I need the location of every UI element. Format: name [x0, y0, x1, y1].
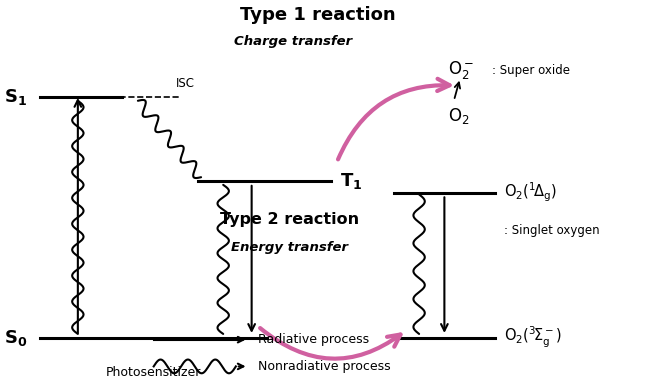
Text: $\mathrm{O_2}$: $\mathrm{O_2}$	[448, 106, 469, 126]
Text: Type 2 reaction: Type 2 reaction	[220, 212, 359, 227]
Text: Type 1 reaction: Type 1 reaction	[240, 6, 396, 24]
Text: Nonradiative process: Nonradiative process	[258, 360, 391, 373]
Text: $\mathrm{O_2(^1\!\Delta_g)}$: $\mathrm{O_2(^1\!\Delta_g)}$	[504, 181, 557, 204]
Text: Photosensitizer: Photosensitizer	[106, 366, 202, 378]
Text: : Super oxide: : Super oxide	[492, 64, 570, 77]
Text: Radiative process: Radiative process	[258, 333, 369, 346]
Text: $\mathrm{O_2^-}$: $\mathrm{O_2^-}$	[448, 59, 474, 81]
Text: $\mathbf{S_1}$: $\mathbf{S_1}$	[5, 87, 27, 107]
Text: ISC: ISC	[176, 77, 195, 90]
Text: : Singlet oxygen: : Singlet oxygen	[504, 224, 600, 237]
Text: $\mathbf{S_0}$: $\mathbf{S_0}$	[4, 328, 27, 348]
Text: $\mathbf{T_1}$: $\mathbf{T_1}$	[340, 171, 362, 191]
Text: $\mathrm{O_2(^3\!\Sigma_g^-)}$: $\mathrm{O_2(^3\!\Sigma_g^-)}$	[504, 325, 562, 350]
Text: Energy transfer: Energy transfer	[231, 241, 348, 254]
Text: Charge transfer: Charge transfer	[234, 35, 352, 48]
